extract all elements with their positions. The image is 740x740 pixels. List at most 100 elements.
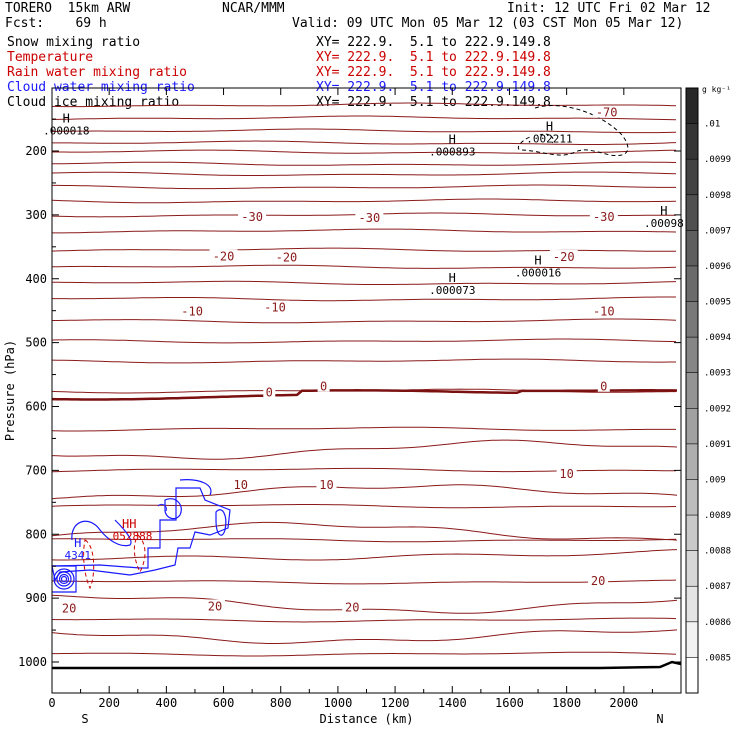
x-tick-label: 200 [98, 696, 120, 710]
cloud-water-ring [58, 573, 70, 585]
maximum-value: .052888 [106, 530, 152, 543]
isotherm-line [51, 115, 677, 121]
isotherm-line-lower [51, 629, 678, 644]
x-tick-label: 0 [48, 696, 55, 710]
colorbar-border [685, 87, 699, 694]
temp-label-bg [549, 250, 578, 263]
colorbar-tick-label: .0092 [704, 404, 731, 414]
temperature-label: -30 [593, 210, 615, 224]
maximum-value: .000018 [43, 124, 89, 137]
cloud-water-box [52, 565, 77, 593]
model-title: TORERO 15km ARW [5, 1, 131, 16]
temperature-label: 0 [320, 380, 327, 394]
isotherm-line [51, 617, 677, 623]
legend-snow: Snow mixing ratio [7, 35, 141, 50]
temp-label-bg [317, 379, 330, 392]
center-title: NCAR/MMM [222, 1, 285, 16]
endpoint-south: S [81, 712, 88, 726]
temp-label-bg [355, 211, 384, 224]
legend-snow-xy: XY= 222.9. 5.1 to 222.9.149.8 [316, 35, 551, 50]
colorbar-swatch [686, 479, 698, 516]
x-tick-label: 800 [270, 696, 292, 710]
init-time: Init: 12 UTC Fri 02 Mar 12 [507, 1, 711, 16]
legend-rain-xy: XY= 222.9. 5.1 to 222.9.149.8 [316, 65, 551, 80]
temperature-label: 10 [559, 467, 573, 481]
isotherm-line [51, 538, 677, 543]
colorbar-swatch [686, 657, 698, 694]
cloud-water-contour [164, 498, 182, 520]
isotherm-line [52, 280, 677, 285]
x-axis-label: Distance (km) [320, 712, 414, 726]
maximum-value: .000073 [429, 284, 475, 297]
temp-label-bg [261, 300, 290, 313]
endpoint-north: N [656, 712, 663, 726]
isotherm-line [52, 651, 677, 657]
y-axis-label: Pressure (hPa) [3, 340, 17, 441]
maximum-marker: H [63, 111, 70, 125]
colorbar-tick-label: .0091 [704, 440, 731, 450]
isotherm-line [51, 338, 677, 344]
temperature-label: -20 [276, 251, 298, 265]
y-tick-label: 800 [25, 527, 47, 541]
isotherm-line [52, 228, 677, 234]
colorbar-tick-label: .0085 [704, 653, 731, 663]
isotherm-line [52, 264, 677, 269]
colorbar-swatch [686, 408, 698, 445]
colorbar-tick-label: .0088 [704, 547, 731, 557]
isotherm-line-lower [51, 484, 678, 500]
temperature-label: 20 [208, 599, 222, 613]
y-tick-label: 900 [25, 591, 47, 605]
temperature-label: 0 [266, 385, 273, 399]
colorbar-tick-label: .0099 [704, 155, 731, 165]
colorbar-tick-label: .0094 [704, 333, 731, 343]
temp-label-bg [589, 209, 618, 222]
temperature-label: -10 [593, 304, 615, 318]
colorbar-tick-label: .0087 [704, 582, 731, 592]
surface-line [52, 660, 682, 670]
temp-label-bg [597, 379, 610, 392]
temp-label-bg [230, 478, 251, 491]
y-tick-label: 300 [25, 208, 47, 222]
legend-cloud-ice-xy: XY= 222.9. 5.1 to 222.9.149.8 [316, 95, 551, 110]
cloud-water-contours [51, 479, 231, 593]
isotherm-line [51, 128, 677, 134]
cloud-water-contour [51, 487, 231, 582]
x-tick-label: 1000 [323, 696, 352, 710]
colorbar-swatch [686, 265, 698, 303]
isotherm-line [51, 579, 677, 585]
temp-label-bg [59, 601, 80, 614]
maximum-value: 4341 [64, 549, 91, 562]
temperature-label: 0 [600, 380, 607, 394]
temperature-label: -20 [553, 250, 575, 264]
isotherm-line [51, 358, 676, 364]
legend-rain: Rain water mixing ratio [7, 65, 188, 80]
x-tick-label: 1800 [552, 696, 581, 710]
isotherm-line [51, 198, 677, 204]
temperature-label: -10 [264, 300, 286, 314]
temperature-label: -20 [213, 249, 235, 263]
x-tick-label: 2000 [609, 696, 638, 710]
temp-label-bg [263, 385, 276, 398]
colorbar-swatch [686, 301, 698, 338]
maximum-value: .00098 [644, 217, 684, 230]
x-tick-label: 600 [213, 696, 235, 710]
colorbar-swatch [686, 194, 698, 231]
colorbar-swatch [686, 550, 698, 587]
cloud-water-ring [53, 568, 75, 590]
colorbar-swatch [686, 586, 698, 623]
isotherm-line-lower [51, 521, 678, 541]
cloud-water-ring [60, 575, 68, 583]
y-tick-label: 400 [25, 272, 47, 286]
snow-contour [517, 105, 629, 157]
colorbar-swatch [686, 88, 698, 125]
colorbar-tick-label: .0089 [704, 511, 731, 521]
snow-contour-inner [539, 133, 554, 144]
temperature-label: 10 [233, 478, 247, 492]
colorbar-unit: g kg⁻¹ [702, 85, 731, 94]
isotherm-line-lower [51, 439, 678, 460]
maximum-value: .002211 [526, 133, 572, 146]
snow-contours [517, 105, 629, 157]
cloud-water-contour [157, 503, 167, 512]
